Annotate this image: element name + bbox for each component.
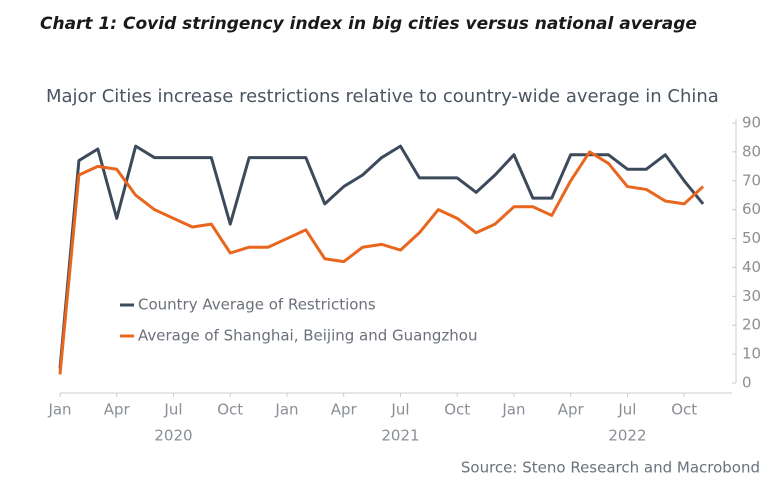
y-tick-label: 0	[742, 374, 752, 392]
header: Chart 1: Covid stringency index in big c…	[40, 14, 697, 34]
source: Source: Steno Research and Macrobond	[461, 459, 760, 477]
x-tick-label: Jan	[47, 401, 71, 419]
year-label: 2020	[154, 427, 192, 445]
y-tick-label: 10	[742, 345, 761, 363]
x-tick-label: Apr	[104, 401, 131, 419]
year-label: 2021	[381, 427, 419, 445]
x-tick-label: Oct	[217, 401, 243, 419]
y-tick-label: 50	[742, 229, 761, 247]
x-tick-label: Jul	[390, 401, 409, 419]
x-tick-label: Oct	[671, 401, 697, 419]
x-tick-label: Jan	[501, 401, 525, 419]
legend-label: Average of Shanghai, Beijing and Guangzh…	[138, 327, 477, 345]
y-tick-label: 60	[742, 200, 761, 218]
y-tick-label: 90	[742, 114, 761, 132]
y-tick-label: 70	[742, 171, 761, 189]
x-tick-label: Jul	[617, 401, 636, 419]
series-line	[58, 150, 705, 375]
chart-title: Major Cities increase restrictions relat…	[46, 86, 719, 107]
legend-label: Country Average of Restrictions	[138, 296, 376, 314]
x-tick-label: Jul	[163, 401, 182, 419]
year-label: 2022	[608, 427, 646, 445]
x-tick-label: Apr	[558, 401, 585, 419]
y-tick-label: 30	[742, 287, 761, 305]
x-tick-label: Jan	[274, 401, 298, 419]
y-tick-label: 40	[742, 258, 761, 276]
y-tick-label: 80	[742, 142, 761, 160]
x-tick-label: Apr	[331, 401, 358, 419]
x-tick-label: Oct	[444, 401, 470, 419]
y-tick-label: 20	[742, 316, 761, 334]
